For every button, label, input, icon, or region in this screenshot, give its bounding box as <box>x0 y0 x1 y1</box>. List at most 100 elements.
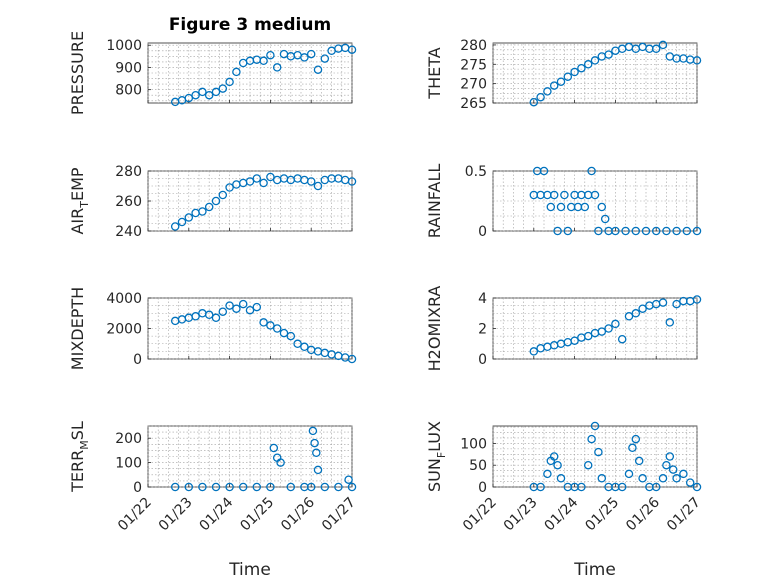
data-point <box>225 183 234 192</box>
data-point <box>651 482 661 492</box>
data-point <box>272 63 282 72</box>
data-point <box>597 202 607 212</box>
data-point <box>266 172 275 182</box>
data-point <box>604 50 613 59</box>
y-tick-label: 0.5 <box>465 164 487 180</box>
y-tick-label: 4000 <box>106 291 142 307</box>
data-point <box>638 474 647 483</box>
data-point <box>583 331 593 341</box>
data-point <box>590 190 600 200</box>
data-point <box>668 465 678 474</box>
data-point <box>293 339 302 349</box>
x-tick-label: 01/23 <box>156 495 196 535</box>
data-point <box>204 310 214 320</box>
data-point <box>556 474 566 483</box>
y-tick-label: 200 <box>115 431 142 447</box>
data-point <box>252 482 262 492</box>
data-point <box>306 177 316 186</box>
data-point <box>225 77 234 87</box>
data-point <box>692 226 702 236</box>
y-tick-label: 280 <box>115 164 142 180</box>
data-point <box>313 181 323 191</box>
data-point <box>536 482 545 492</box>
data-point <box>218 84 228 93</box>
data-point <box>198 207 207 216</box>
data-point <box>269 443 279 453</box>
data-point <box>597 327 607 336</box>
data-point <box>556 202 566 212</box>
data-point <box>546 202 556 212</box>
data-point <box>238 482 248 492</box>
data-point <box>313 465 323 475</box>
data-point <box>594 447 603 457</box>
data-point <box>672 474 681 483</box>
data-point <box>225 482 234 492</box>
data-point <box>665 318 675 327</box>
data-point <box>553 460 562 470</box>
y-tick-label: 240 <box>115 224 142 240</box>
data-point <box>621 226 630 236</box>
data-point <box>638 304 647 313</box>
data-point <box>658 40 668 50</box>
data-point <box>211 482 221 492</box>
data-point <box>211 87 221 97</box>
data-point <box>170 482 180 492</box>
y-tick-label: 280 <box>460 38 487 54</box>
data-point <box>191 312 200 321</box>
subplot-mixdepth: 0 2000 4000 MIXDEPTH <box>68 287 357 370</box>
data-point <box>218 307 228 316</box>
data-point <box>252 174 262 183</box>
data-point <box>590 421 600 431</box>
y-tick-label: 4 <box>478 291 487 307</box>
data-point <box>631 309 641 318</box>
x-tick-label: 01/22 <box>115 495 155 535</box>
x-tick-label: 01/25 <box>582 495 622 535</box>
data-point <box>624 469 634 479</box>
data-point <box>529 347 539 356</box>
data-point <box>556 77 566 86</box>
data-point <box>651 226 661 236</box>
y-tick-label: 270 <box>460 77 487 93</box>
data-point <box>539 166 549 176</box>
data-point <box>286 331 296 341</box>
y-tick-label: 0 <box>478 224 487 240</box>
data-point <box>611 319 620 329</box>
data-point <box>204 202 214 212</box>
data-point <box>577 482 586 492</box>
data-point <box>563 226 573 236</box>
y-axis-label: RAINFALL <box>425 164 444 239</box>
data-point <box>245 305 255 315</box>
data-point <box>184 213 194 222</box>
data-point <box>600 214 610 224</box>
subplot-rainfall: 0 0.5 RAINFALL <box>425 164 702 240</box>
data-point <box>563 72 573 81</box>
y-axis-label: MIXDEPTH <box>68 287 87 370</box>
data-point <box>320 482 330 492</box>
y-tick-label: 0 <box>478 480 487 496</box>
y-tick-label: 50 <box>469 458 487 474</box>
x-tick-label: 01/25 <box>237 495 277 535</box>
data-point <box>252 302 262 312</box>
x-tick-label: 01/27 <box>319 495 359 535</box>
data-point <box>662 460 671 470</box>
data-point <box>279 328 289 338</box>
subplot-air-temp: 240 260 280 AIRTEMP <box>68 164 357 240</box>
data-point <box>286 482 296 492</box>
data-point <box>308 426 318 436</box>
plot-area <box>492 42 698 104</box>
data-point <box>259 318 268 327</box>
data-point <box>211 196 221 206</box>
data-point <box>634 456 644 466</box>
data-point <box>685 478 695 487</box>
data-point <box>312 448 321 458</box>
subplot-terr-msl: 0 100 200 TERRMSL 01/22 01/23 01/24 01/25 01/26 0… <box>68 421 359 580</box>
data-point <box>184 482 194 492</box>
subplot-sun-flux: 0 50 100 SUNFLUX 01/22 01/23 01/24 01/25 01/26 01… <box>425 421 704 580</box>
data-point <box>658 298 668 307</box>
x-axis-label: Time <box>228 560 271 580</box>
data-point <box>692 482 702 492</box>
y-axis-label: THETA <box>425 47 444 99</box>
y-tick-label: 2 <box>478 322 487 338</box>
data-point <box>266 50 275 60</box>
